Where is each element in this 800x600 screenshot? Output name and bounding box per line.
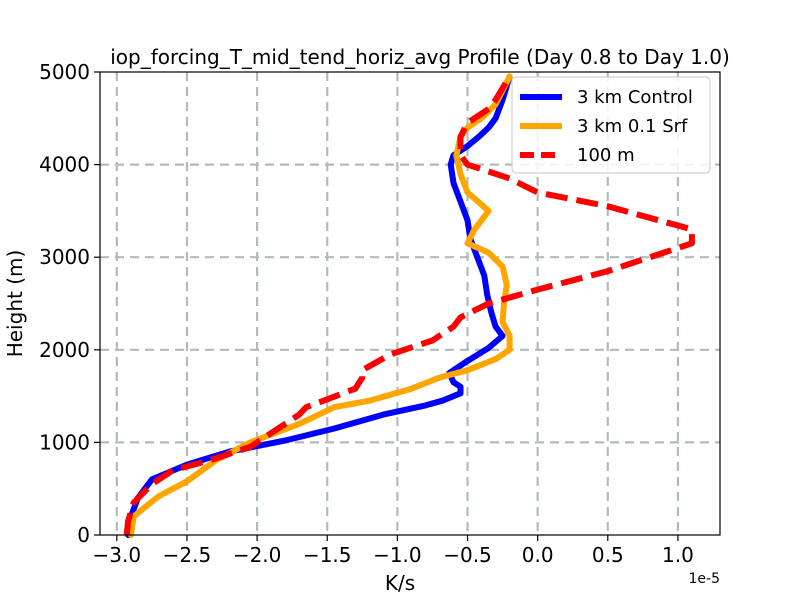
legend: 3 km Control 3 km 0.1 Srf 100 m [511,76,711,174]
legend-box [511,76,711,174]
legend-label-0: 3 km Control [577,87,693,108]
axes-frame [99,71,721,536]
legend-label-2: 100 m [577,145,635,166]
y-tick-label: 3000 [39,245,90,269]
x-tick-label: −2.5 [163,543,212,567]
legend-label-1: 3 km 0.1 Srf [577,116,688,137]
x-tick-label: −2.0 [233,543,282,567]
y-tick-label: 4000 [39,153,90,177]
y-axis-label: Height (m) [3,250,27,358]
y-tick-label: 0 [77,523,90,547]
x-axis-label: K/s [385,571,415,595]
series-line-2 [123,75,695,536]
y-tick-label: 2000 [39,338,90,362]
y-tick-label: 1000 [39,430,90,454]
series-lines [123,73,695,538]
x-tick-label: −3.0 [93,543,142,567]
x-tick-label: 1.0 [662,543,694,567]
x-tick-label: 0.0 [522,543,554,567]
axis-ticks: −3.0 −2.5 −2.0 −1.5 −1.0 −0.5 0.0 0.5 1.0 0 1000 20… [39,60,694,567]
x-tick-label: 0.5 [592,543,624,567]
x-tick-label: −1.5 [303,543,352,567]
y-tick-label: 5000 [39,60,90,84]
x-axis-offset-label: 1e-5 [689,571,720,587]
chart-title: iop_forcing_T_mid_tend_horiz_avg Profile… [110,45,730,69]
x-tick-label: −1.0 [373,543,422,567]
x-tick-label: −0.5 [443,543,492,567]
